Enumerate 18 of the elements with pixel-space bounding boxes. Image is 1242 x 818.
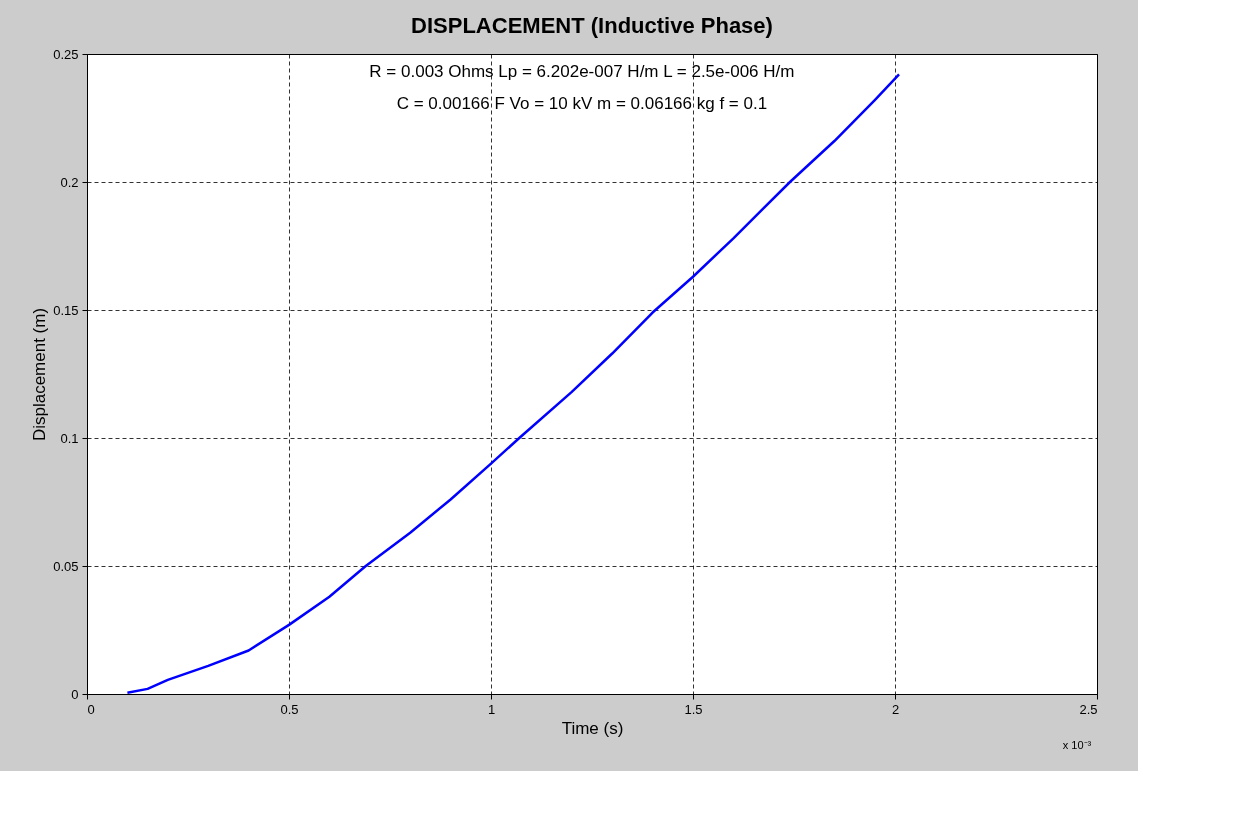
x-tick-label: 1.5 bbox=[684, 701, 703, 717]
y-axis-title: Displacement (m) bbox=[30, 307, 50, 442]
chart-title: DISPLACEMENT (Inductive Phase) bbox=[411, 13, 773, 38]
x-tick-label: 0.5 bbox=[280, 701, 299, 717]
x-tick-label: 0 bbox=[87, 701, 95, 717]
y-tick-label: 0 bbox=[71, 686, 79, 702]
annotation: R = 0.003 Ohms Lp = 6.202e-007 H/m L = 2.5e-006 H/m bbox=[369, 62, 795, 81]
y-tick-label: 0.1 bbox=[60, 430, 79, 446]
y-tick-label: 0.15 bbox=[53, 302, 79, 318]
y-tick-label: 0.25 bbox=[53, 46, 79, 62]
x-tick-label: 2 bbox=[891, 701, 900, 717]
x-tick-label: 1 bbox=[487, 701, 496, 717]
y-tick-label: 0.2 bbox=[60, 174, 79, 190]
annotation: C = 0.00166 F Vo = 10 kV m = 0.06166 kg f = 0.1 bbox=[396, 94, 768, 113]
x-axis-title: Time (s) bbox=[561, 718, 624, 738]
text: x 10⁻³ bbox=[1062, 739, 1092, 751]
y-tick-label: 0.05 bbox=[53, 558, 79, 574]
x-tick-label: 2.5 bbox=[1079, 701, 1098, 717]
